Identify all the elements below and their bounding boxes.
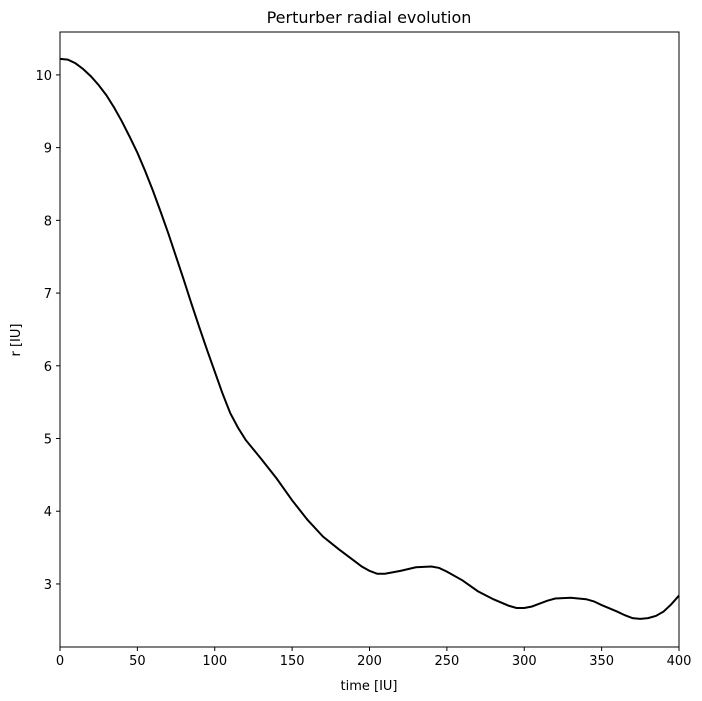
chart-title: Perturber radial evolution: [267, 8, 472, 27]
plot-frame: [59, 31, 680, 648]
x-tick-label: 400: [667, 654, 692, 669]
y-tick-label: 10: [35, 69, 52, 84]
x-tick-label: 200: [357, 654, 382, 669]
data-line: [59, 57, 680, 620]
y-tick-label: 6: [44, 360, 52, 375]
x-tick-label: 50: [129, 654, 146, 669]
y-tick-label: 5: [44, 433, 52, 448]
y-axis-label: r [IU]: [9, 324, 24, 357]
x-axis-label: time [IU]: [341, 679, 398, 694]
y-tick-label: 7: [44, 287, 52, 302]
y-tick-label: 3: [44, 578, 52, 593]
x-tick-label: 100: [202, 654, 227, 669]
x-tick-label: 350: [589, 654, 614, 669]
y-tick-label: 8: [44, 214, 52, 229]
x-tick-label: 0: [56, 654, 64, 669]
x-tick-label: 300: [512, 654, 537, 669]
x-tick-label: 250: [434, 654, 459, 669]
y-tick-label: 4: [44, 505, 52, 520]
x-tick-label: 150: [280, 654, 305, 669]
y-tick-label: 9: [44, 142, 52, 157]
